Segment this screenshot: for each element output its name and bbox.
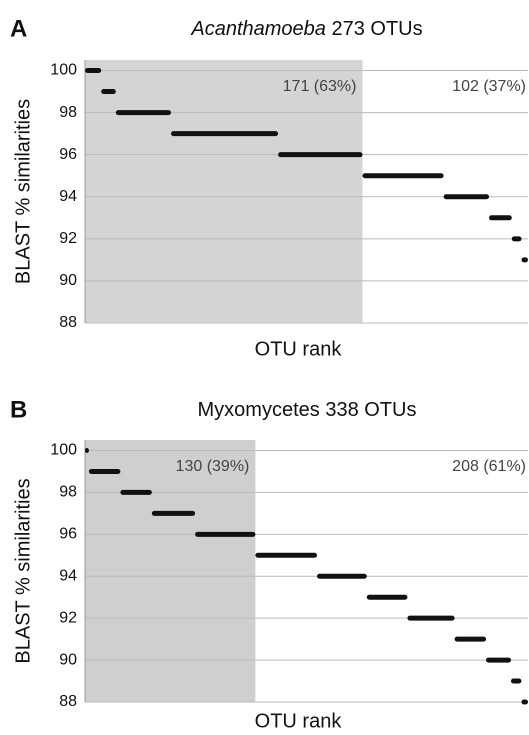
otu-segment <box>88 468 121 474</box>
y-tick-label: 94 <box>59 188 77 205</box>
otu-segment <box>366 594 408 600</box>
title-taxon: Acanthamoeba <box>190 18 326 40</box>
y-tick-label: 96 <box>59 526 77 543</box>
title-taxon: Myxomycetes <box>198 399 320 421</box>
title-count: 273 OTUs <box>331 18 422 40</box>
x-axis-label: OTU rank <box>255 338 343 360</box>
y-tick-label: 92 <box>59 609 77 626</box>
y-tick-label: 90 <box>59 651 77 668</box>
y-tick-label: 90 <box>59 272 77 289</box>
title-count: 338 OTUs <box>325 399 416 421</box>
otu-segment <box>362 173 444 179</box>
y-tick-label: 88 <box>59 693 77 710</box>
otu-segment <box>85 68 102 74</box>
panel-label: A <box>10 15 27 42</box>
otu-segment <box>489 215 512 221</box>
x-axis-label: OTU rank <box>255 710 343 732</box>
y-axis-label: BLAST % similarities <box>12 478 34 663</box>
y-tick-label: 88 <box>59 314 77 331</box>
otu-segment <box>195 531 256 537</box>
otu-segment <box>454 636 487 642</box>
y-tick-label: 100 <box>50 442 77 459</box>
shaded-region <box>85 440 256 702</box>
y-tick-label: 96 <box>59 146 77 163</box>
panel-label: B <box>10 396 27 423</box>
otu-segment <box>443 194 490 200</box>
otu-segment <box>316 573 367 579</box>
otu-segment <box>101 89 116 95</box>
chart-title: Myxomycetes 338 OTUs <box>198 399 417 421</box>
otu-segment <box>486 657 511 663</box>
y-tick-label: 98 <box>59 484 77 501</box>
annotation: 102 (37%) <box>452 78 526 95</box>
otu-segment <box>521 699 528 705</box>
y-axis-label: BLAST % similarities <box>12 99 34 284</box>
otu-segment <box>171 131 279 137</box>
otu-segment <box>151 510 196 516</box>
y-tick-label: 92 <box>59 230 77 247</box>
shaded-region <box>85 60 363 323</box>
annotation: 208 (61%) <box>452 458 526 475</box>
otu-segment <box>115 110 172 116</box>
chart-title: Acanthamoeba 273 OTUs <box>190 18 422 40</box>
otu-segment <box>255 552 317 558</box>
otu-segment <box>510 678 522 684</box>
otu-segment <box>85 447 89 453</box>
annotation: 130 (39%) <box>176 458 250 475</box>
otu-segment <box>521 257 528 263</box>
otu-segment <box>407 615 455 621</box>
otu-segment <box>120 489 152 495</box>
y-tick-label: 98 <box>59 104 77 121</box>
annotation: 171 (63%) <box>283 78 357 95</box>
y-tick-label: 100 <box>50 62 77 79</box>
otu-segment <box>511 236 522 242</box>
y-tick-label: 94 <box>59 567 77 584</box>
otu-segment <box>278 152 363 158</box>
